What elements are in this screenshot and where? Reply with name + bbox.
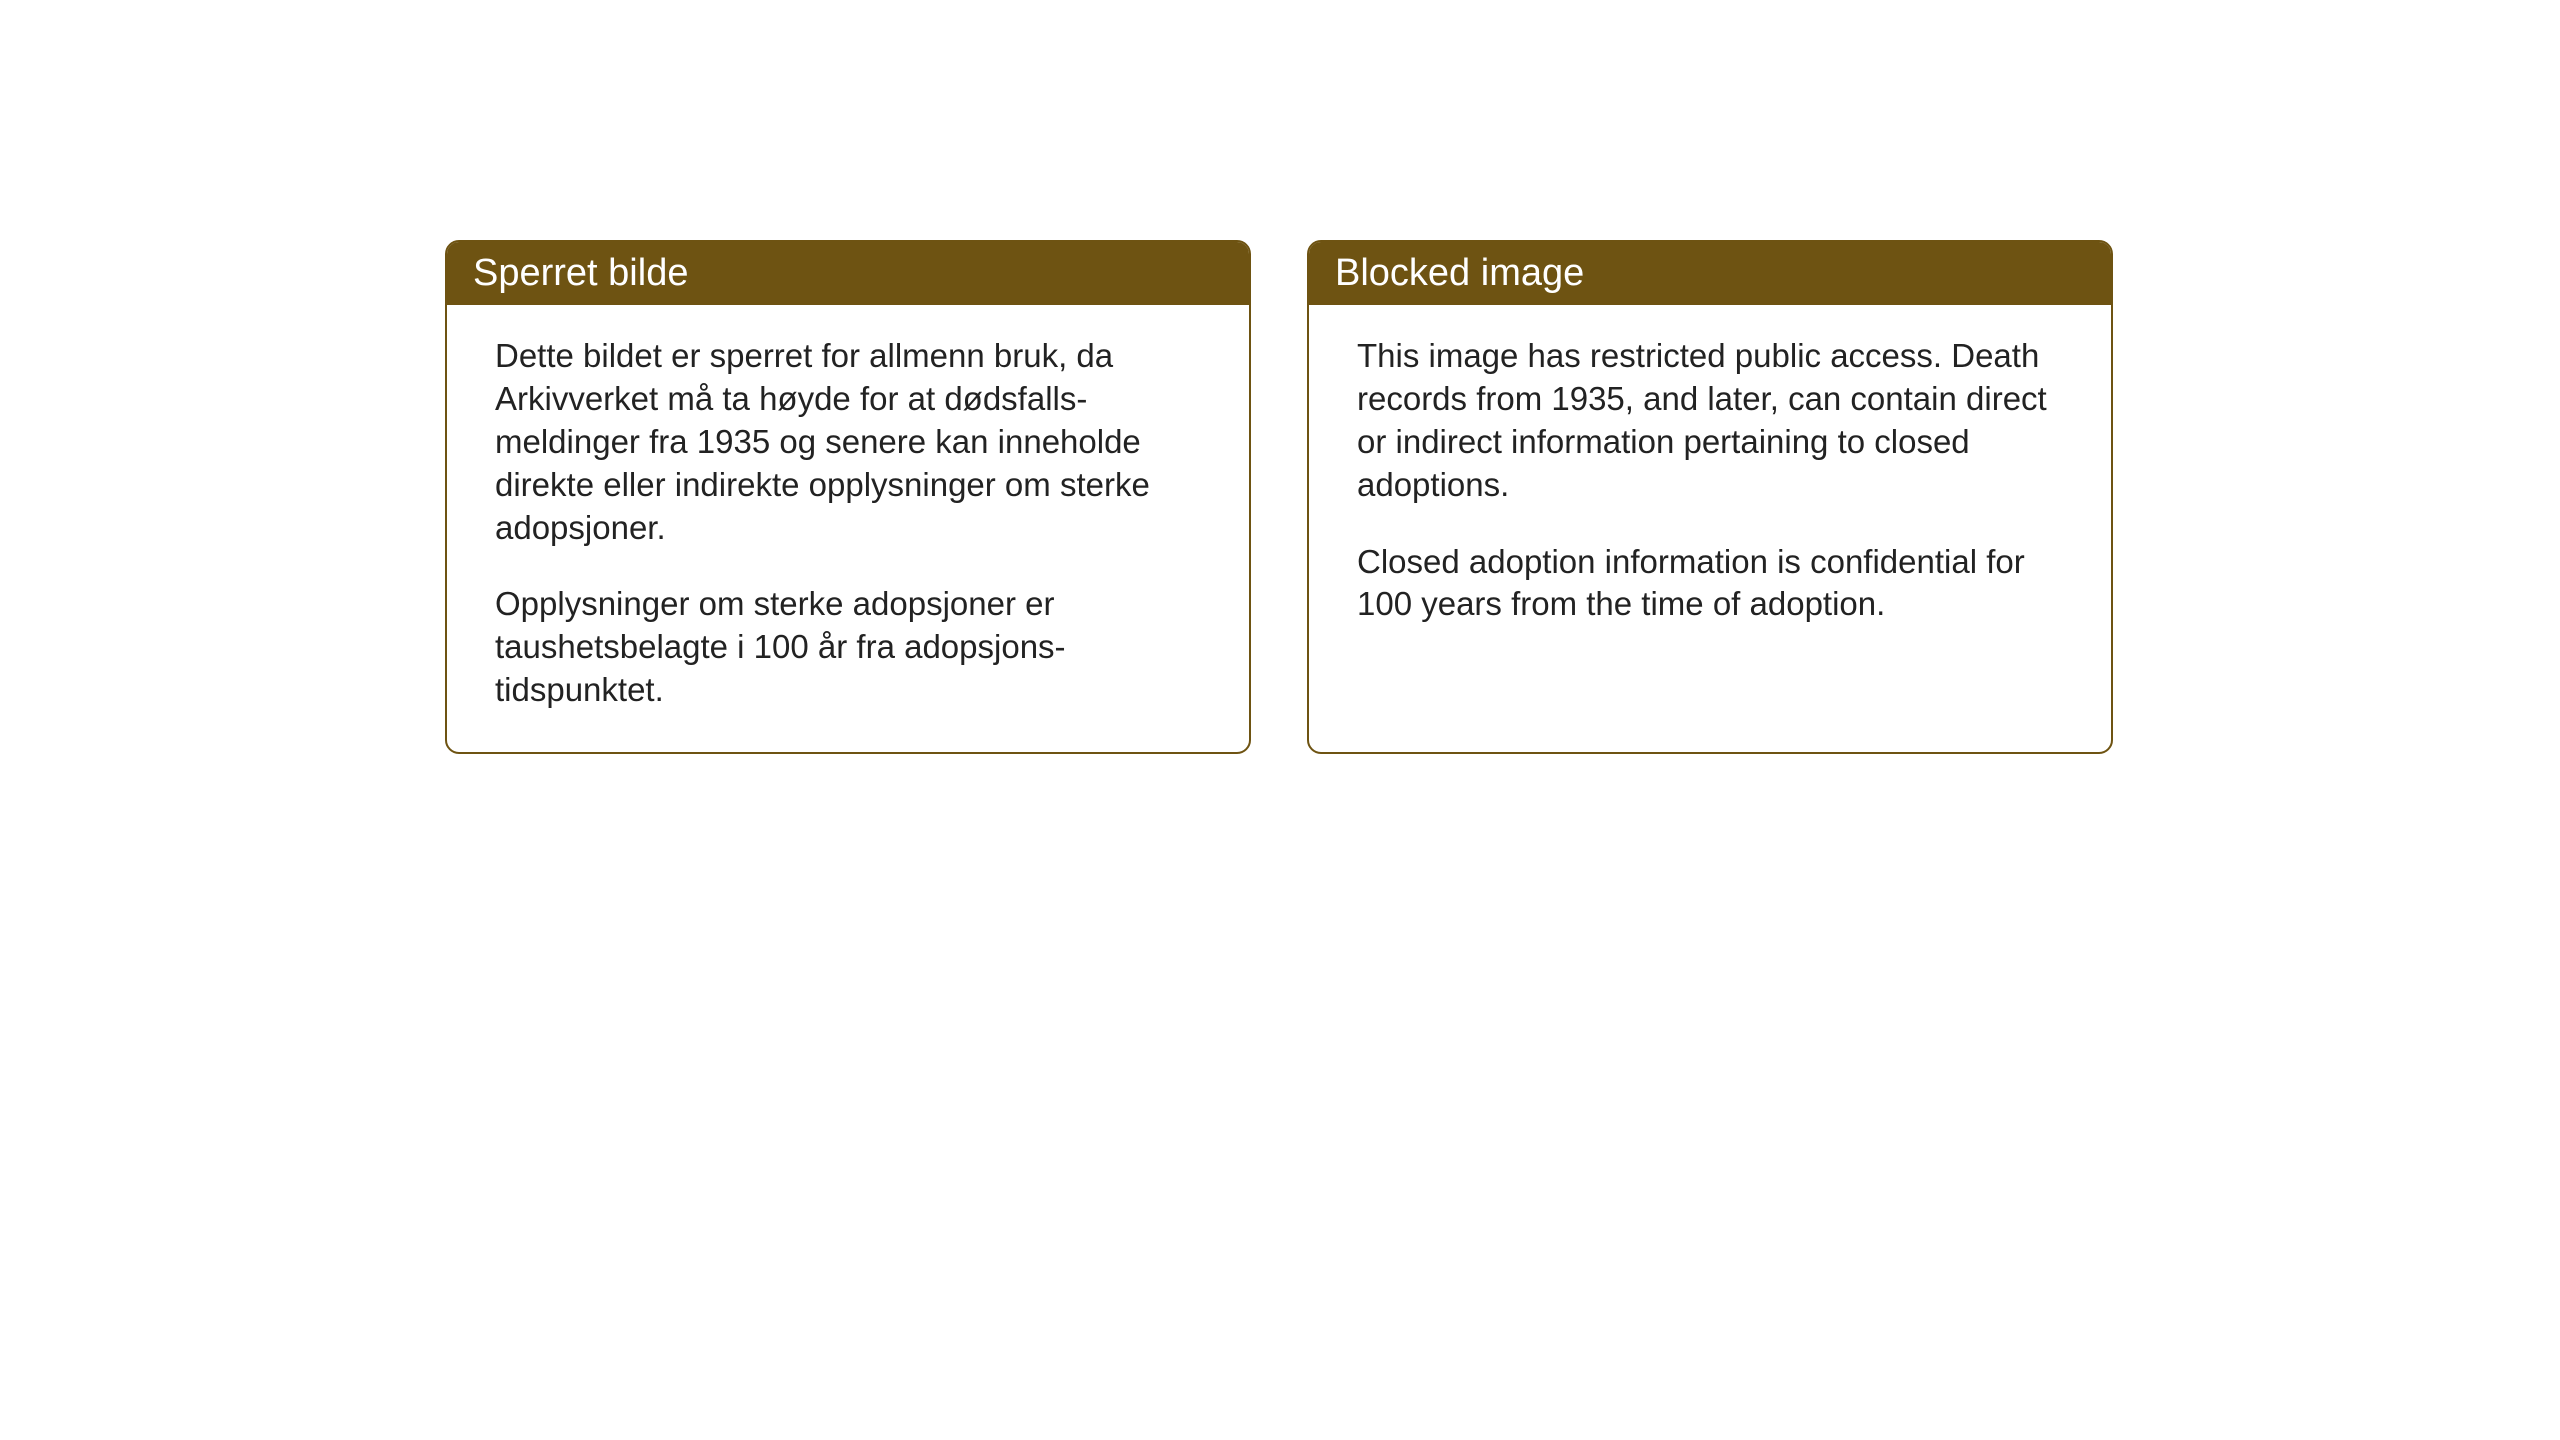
norwegian-notice-card: Sperret bilde Dette bildet er sperret fo… [445, 240, 1251, 754]
norwegian-paragraph-2: Opplysninger om sterke adopsjoner er tau… [495, 583, 1201, 712]
norwegian-card-title: Sperret bilde [447, 242, 1249, 305]
english-paragraph-1: This image has restricted public access.… [1357, 335, 2063, 507]
english-card-body: This image has restricted public access.… [1309, 305, 2111, 666]
notice-container: Sperret bilde Dette bildet er sperret fo… [445, 240, 2113, 754]
norwegian-card-body: Dette bildet er sperret for allmenn bruk… [447, 305, 1249, 752]
english-paragraph-2: Closed adoption information is confident… [1357, 541, 2063, 627]
english-notice-card: Blocked image This image has restricted … [1307, 240, 2113, 754]
norwegian-paragraph-1: Dette bildet er sperret for allmenn bruk… [495, 335, 1201, 549]
english-card-title: Blocked image [1309, 242, 2111, 305]
